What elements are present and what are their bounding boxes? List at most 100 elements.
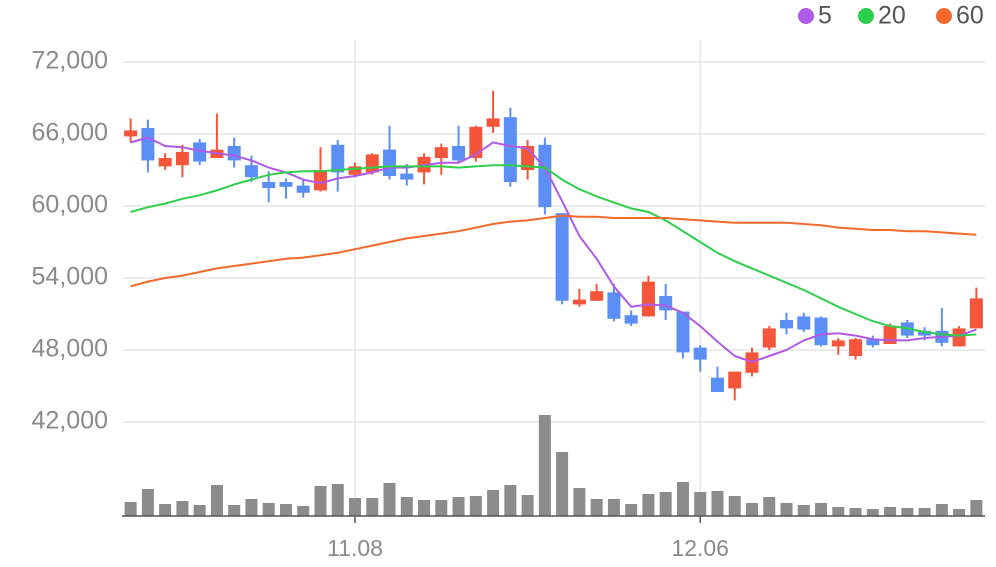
candle-body [849, 339, 863, 356]
volume-bar [297, 506, 310, 516]
y-tick-label: 54,000 [32, 263, 108, 291]
volume-bar [815, 503, 828, 516]
candle-body [952, 328, 966, 347]
ma-line [130, 164, 977, 337]
candle-body [918, 330, 932, 336]
volume-bar [953, 509, 966, 516]
y-tick-label: 60,000 [32, 191, 108, 219]
candle-body [175, 152, 189, 166]
candle-body [866, 339, 880, 346]
volume-bar [866, 509, 879, 516]
volume-bar [331, 484, 344, 516]
volume-bar [607, 499, 620, 516]
y-tick-label: 72,000 [32, 47, 108, 75]
candle-body [728, 371, 742, 389]
volume-bar [538, 415, 551, 516]
volume-bar [279, 504, 292, 516]
volume-bar [314, 486, 327, 516]
volume-bar [901, 508, 914, 516]
volume-bar [676, 482, 689, 516]
volume-bar [452, 497, 465, 516]
volume-bar [262, 503, 275, 516]
legend-marker [936, 8, 952, 24]
candle-body [538, 144, 552, 208]
candle-body [193, 142, 207, 162]
legend-marker [858, 8, 874, 24]
volume-bar [918, 508, 931, 516]
volume-bar [521, 495, 534, 516]
candle-body [313, 170, 327, 191]
volume-bar [487, 490, 500, 516]
candle-body [141, 128, 155, 161]
candle-body [641, 281, 655, 317]
ma-line [130, 214, 977, 288]
volume-bar [159, 504, 172, 516]
volume-bar [228, 505, 241, 516]
volume-bar [349, 498, 362, 516]
volume-bar [797, 505, 810, 516]
candle-body [693, 347, 707, 360]
candle-body [503, 117, 517, 182]
candle-body [831, 340, 845, 347]
candle-body [469, 126, 483, 158]
candle-body [624, 315, 638, 324]
candle-body [607, 292, 621, 319]
volume-bar [210, 485, 223, 516]
candle-body [262, 182, 276, 188]
candle-body [227, 146, 241, 161]
volume-bar [711, 491, 724, 516]
candle-body [572, 299, 586, 305]
volume-bar [176, 501, 189, 516]
volume-bar [780, 503, 793, 516]
ma-line [130, 136, 977, 364]
volume-bar [418, 500, 431, 516]
candle-body [244, 165, 258, 178]
volume-bar [556, 452, 569, 516]
candle-body [676, 311, 690, 353]
candle-body [348, 166, 362, 175]
candle-body [383, 149, 397, 176]
candle-body [486, 118, 500, 127]
volume-bar [763, 497, 776, 516]
volume-bar [383, 483, 396, 516]
candle-body [762, 328, 776, 348]
candle-body [434, 147, 448, 158]
volume-bar [141, 489, 154, 516]
volume-bar [573, 488, 586, 516]
candle-body [124, 130, 138, 137]
volume-bar [849, 508, 862, 516]
volume-bar [590, 499, 603, 516]
volume-bar [366, 498, 379, 516]
legend-label: 60 [956, 2, 984, 30]
volume-bar [728, 496, 741, 516]
legend-label: 20 [878, 2, 906, 30]
y-tick-label: 42,000 [32, 407, 108, 435]
legend-label: 5 [818, 2, 832, 30]
candle-body [814, 317, 828, 346]
volume-bar [245, 499, 258, 516]
candle-body [710, 377, 724, 392]
volume-bar [435, 500, 448, 516]
candle-body [797, 316, 811, 330]
volume-bar [400, 497, 413, 516]
candle-body [296, 185, 310, 193]
volume-bar [659, 492, 672, 516]
volume-bar [935, 504, 948, 516]
volume-bar [642, 494, 655, 516]
candle-body [590, 291, 604, 301]
candle-body [555, 213, 569, 301]
candle-body [158, 158, 172, 167]
volume-bar [504, 485, 517, 516]
volume-bar [694, 492, 707, 516]
volume-bar [884, 507, 897, 516]
legend-marker [798, 8, 814, 24]
candle-body [331, 144, 345, 173]
volume-bar [625, 504, 638, 516]
x-tick-label: 11.08 [327, 535, 383, 561]
volume-bar [469, 496, 482, 516]
y-tick-label: 48,000 [32, 335, 108, 363]
candle-body [969, 298, 983, 329]
volume-bar [970, 500, 983, 516]
candle-body [780, 320, 794, 329]
